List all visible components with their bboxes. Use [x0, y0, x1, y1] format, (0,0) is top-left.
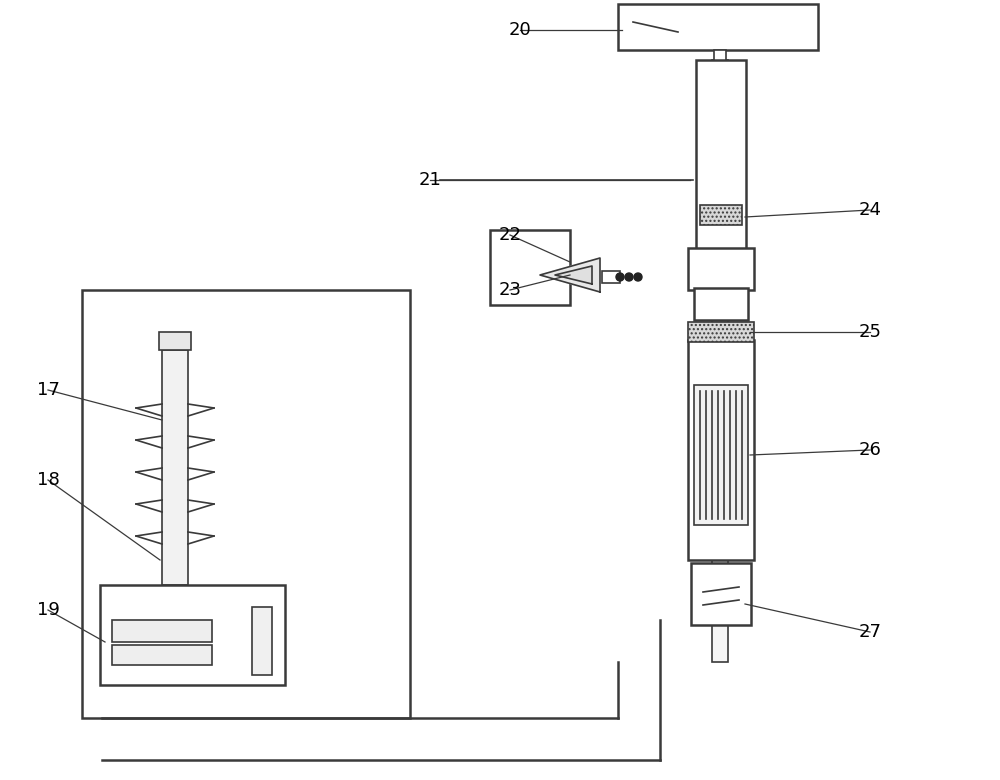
Bar	[694, 385, 748, 525]
Text: 26: 26	[859, 441, 881, 459]
Bar	[112, 620, 212, 642]
Bar	[82, 290, 410, 718]
Bar	[490, 230, 570, 305]
Text: 27: 27	[858, 623, 882, 641]
Polygon shape	[188, 436, 214, 448]
Circle shape	[625, 273, 633, 281]
Bar	[112, 645, 212, 665]
Bar	[688, 340, 754, 560]
Bar	[162, 350, 188, 585]
Text: 24: 24	[858, 201, 882, 219]
Bar	[618, 4, 818, 50]
Polygon shape	[188, 500, 214, 512]
Text: 23: 23	[498, 281, 522, 299]
Polygon shape	[540, 258, 600, 292]
Text: 18: 18	[37, 471, 59, 489]
Polygon shape	[136, 468, 162, 480]
Text: 19: 19	[37, 601, 59, 619]
Bar	[252, 607, 272, 675]
Text: 22: 22	[498, 226, 522, 244]
Text: 21: 21	[419, 171, 441, 189]
Bar	[696, 60, 746, 250]
Bar	[694, 288, 748, 320]
Bar	[688, 322, 754, 342]
Bar	[712, 60, 728, 662]
Bar	[688, 248, 754, 290]
Text: 20: 20	[509, 21, 531, 39]
Bar	[700, 205, 742, 225]
Bar	[100, 585, 285, 685]
Polygon shape	[555, 266, 592, 284]
Circle shape	[616, 273, 624, 281]
Polygon shape	[188, 532, 214, 544]
Bar	[602, 271, 620, 283]
Text: 25: 25	[858, 323, 882, 341]
Polygon shape	[136, 532, 162, 544]
Polygon shape	[188, 404, 214, 416]
Bar	[159, 332, 191, 350]
Polygon shape	[136, 500, 162, 512]
Polygon shape	[136, 404, 162, 416]
Polygon shape	[188, 468, 214, 480]
Bar	[714, 50, 726, 105]
Bar	[691, 563, 751, 625]
Circle shape	[634, 273, 642, 281]
Text: 17: 17	[37, 381, 59, 399]
Polygon shape	[136, 436, 162, 448]
